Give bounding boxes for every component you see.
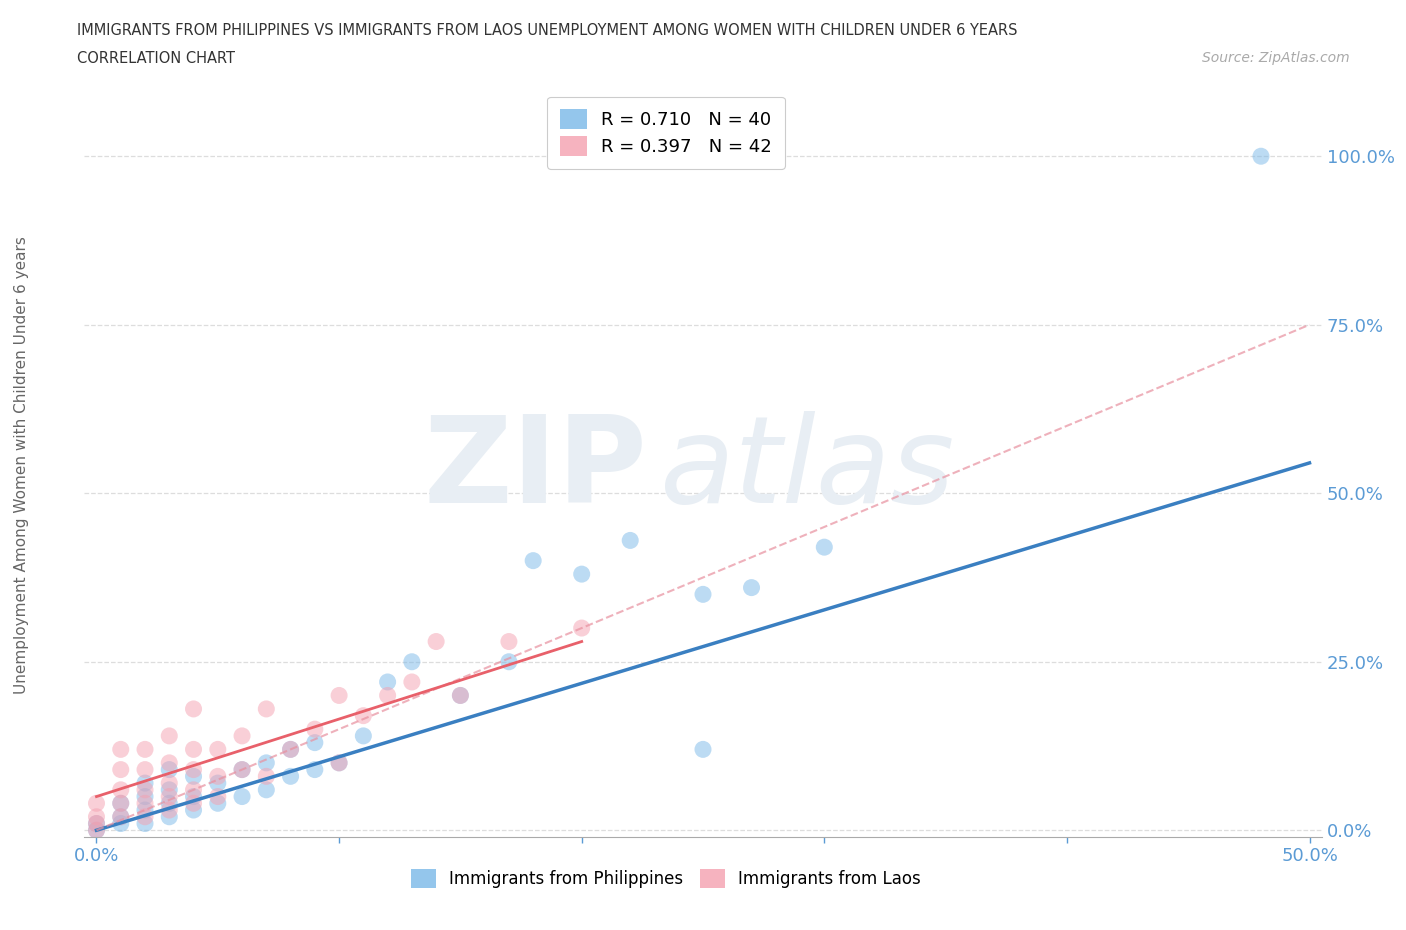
Point: [352, 709, 374, 724]
Point: [134, 796, 156, 811]
Point: [377, 688, 399, 703]
Point: [86, 823, 108, 838]
Point: [183, 796, 205, 811]
Point: [449, 688, 471, 703]
Point: [157, 728, 180, 743]
Point: [813, 539, 835, 554]
Point: [183, 769, 205, 784]
Point: [110, 763, 132, 777]
Point: [157, 763, 180, 777]
Point: [86, 817, 108, 831]
Text: atlas: atlas: [659, 411, 955, 528]
Point: [254, 755, 277, 770]
Point: [207, 776, 229, 790]
Point: [352, 728, 374, 743]
Point: [207, 769, 229, 784]
Point: [619, 533, 641, 548]
Point: [110, 809, 132, 824]
Point: [1250, 149, 1272, 164]
Point: [183, 782, 205, 797]
Point: [449, 688, 471, 703]
Point: [207, 742, 229, 757]
Point: [157, 803, 180, 817]
Legend: Immigrants from Philippines, Immigrants from Laos: Immigrants from Philippines, Immigrants …: [404, 863, 928, 895]
Point: [86, 823, 108, 838]
Text: Source: ZipAtlas.com: Source: ZipAtlas.com: [1202, 51, 1350, 65]
Point: [571, 620, 593, 635]
Point: [157, 790, 180, 804]
Text: ZIP: ZIP: [423, 411, 647, 528]
Point: [110, 742, 132, 757]
Point: [401, 655, 423, 670]
Point: [134, 776, 156, 790]
Point: [377, 674, 399, 689]
Point: [134, 817, 156, 831]
Point: [134, 809, 156, 824]
Point: [86, 817, 108, 831]
Point: [134, 790, 156, 804]
Point: [207, 790, 229, 804]
Point: [86, 809, 108, 824]
Point: [183, 803, 205, 817]
Point: [86, 796, 108, 811]
Point: [231, 763, 253, 777]
Point: [304, 722, 326, 737]
Point: [110, 809, 132, 824]
Point: [401, 674, 423, 689]
Point: [280, 769, 302, 784]
Text: Unemployment Among Women with Children Under 6 years: Unemployment Among Women with Children U…: [14, 236, 28, 694]
Point: [741, 580, 763, 595]
Point: [571, 566, 593, 581]
Point: [134, 763, 156, 777]
Point: [231, 728, 253, 743]
Point: [157, 755, 180, 770]
Point: [304, 736, 326, 751]
Point: [183, 742, 205, 757]
Point: [692, 742, 714, 757]
Point: [328, 755, 350, 770]
Point: [183, 701, 205, 716]
Point: [157, 776, 180, 790]
Point: [157, 782, 180, 797]
Point: [498, 655, 520, 670]
Point: [110, 796, 132, 811]
Point: [328, 688, 350, 703]
Point: [183, 763, 205, 777]
Point: [231, 763, 253, 777]
Point: [134, 742, 156, 757]
Text: IMMIGRANTS FROM PHILIPPINES VS IMMIGRANTS FROM LAOS UNEMPLOYMENT AMONG WOMEN WIT: IMMIGRANTS FROM PHILIPPINES VS IMMIGRANT…: [77, 23, 1018, 38]
Point: [328, 755, 350, 770]
Point: [522, 553, 544, 568]
Point: [110, 782, 132, 797]
Point: [280, 742, 302, 757]
Point: [304, 763, 326, 777]
Point: [254, 769, 277, 784]
Point: [254, 782, 277, 797]
Point: [207, 796, 229, 811]
Point: [425, 634, 447, 649]
Point: [498, 634, 520, 649]
Point: [231, 790, 253, 804]
Text: CORRELATION CHART: CORRELATION CHART: [77, 51, 235, 66]
Point: [134, 782, 156, 797]
Point: [280, 742, 302, 757]
Point: [110, 817, 132, 831]
Point: [183, 790, 205, 804]
Point: [110, 796, 132, 811]
Point: [254, 701, 277, 716]
Point: [134, 803, 156, 817]
Point: [157, 796, 180, 811]
Point: [692, 587, 714, 602]
Point: [157, 809, 180, 824]
